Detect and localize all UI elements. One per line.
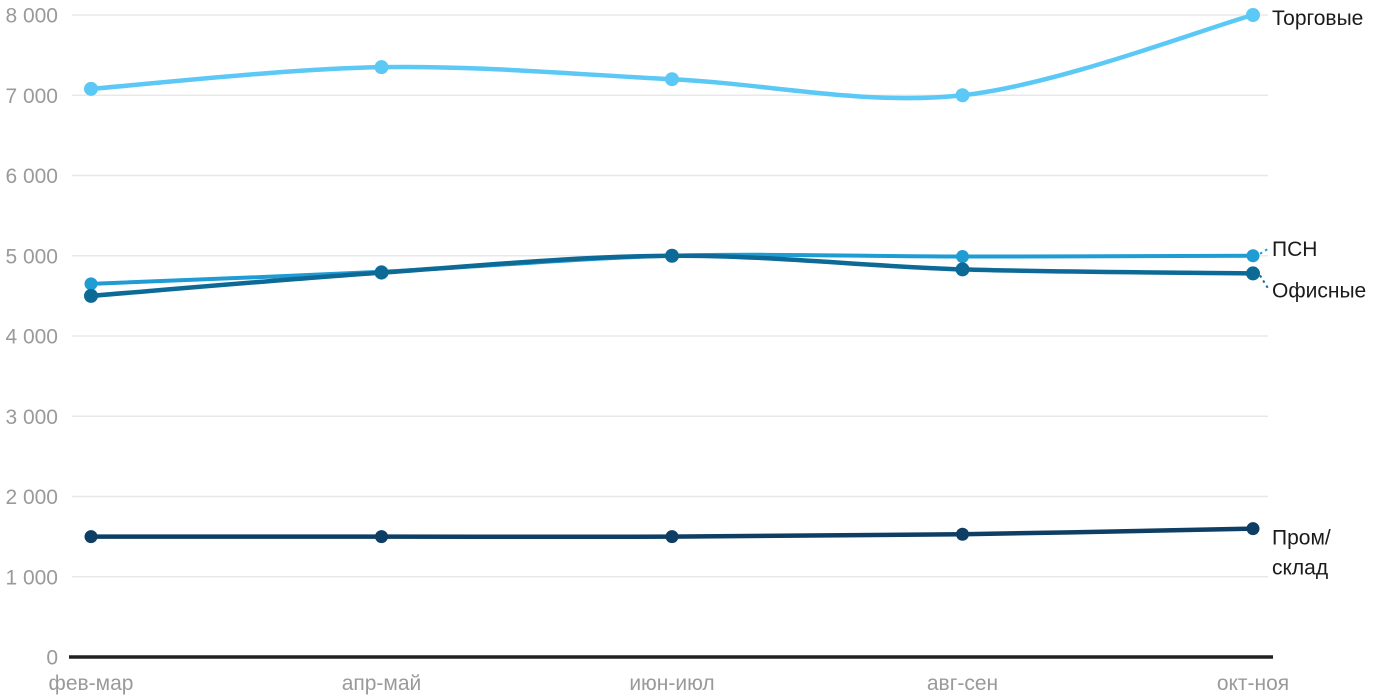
x-tick-label: окт-ноя — [1217, 672, 1289, 695]
series-label-connector-psn — [1259, 247, 1270, 255]
y-tick-label: 8 000 — [5, 5, 58, 28]
y-tick-label: 2 000 — [5, 486, 58, 509]
series-point-torgovye-2 — [665, 72, 679, 87]
series-label-torgovye: Торговые — [1272, 7, 1363, 30]
series-label-connector-ofisnye — [1259, 274, 1270, 291]
series-label-prom-sklad: Пром/ — [1272, 527, 1331, 550]
series-point-ofisnye-3 — [955, 262, 970, 277]
y-tick-label: 1 000 — [5, 566, 58, 589]
series-point-torgovye-4 — [1246, 8, 1260, 22]
series-point-psn-3 — [956, 250, 969, 264]
y-tick-label: 4 000 — [5, 326, 58, 349]
series-point-torgovye-0 — [84, 81, 98, 96]
x-tick-label: авг-сен — [927, 672, 998, 695]
series-point-psn-0 — [84, 277, 98, 291]
series-point-prom-sklad-1 — [375, 530, 388, 544]
x-tick-label: фев-мар — [49, 672, 134, 695]
series-point-ofisnye-2 — [665, 248, 679, 263]
y-tick-label: 5 000 — [5, 245, 58, 268]
series-point-ofisnye-0 — [84, 288, 98, 303]
series-point-prom-sklad-4 — [1246, 522, 1260, 536]
series-point-torgovye-1 — [374, 60, 389, 75]
x-tick-label: апр-май — [342, 672, 422, 695]
y-tick-label: 6 000 — [5, 165, 58, 188]
series-point-psn-4 — [1246, 249, 1260, 263]
y-tick-label: 3 000 — [5, 406, 58, 429]
y-tick-label: 7 000 — [5, 85, 58, 108]
series-point-prom-sklad-0 — [84, 530, 98, 544]
series-point-torgovye-3 — [955, 88, 970, 103]
series-label-prom-sklad: склад — [1272, 557, 1328, 580]
series-label-psn: ПСН — [1272, 238, 1317, 261]
series-point-prom-sklad-3 — [956, 527, 969, 541]
y-tick-label: 0 — [46, 647, 58, 670]
x-tick-label: июн-июл — [629, 672, 714, 695]
series-point-ofisnye-4 — [1246, 266, 1260, 281]
series-label-ofisnye: Офисные — [1272, 279, 1366, 302]
series-point-prom-sklad-2 — [665, 530, 679, 544]
series-point-ofisnye-1 — [374, 265, 389, 280]
